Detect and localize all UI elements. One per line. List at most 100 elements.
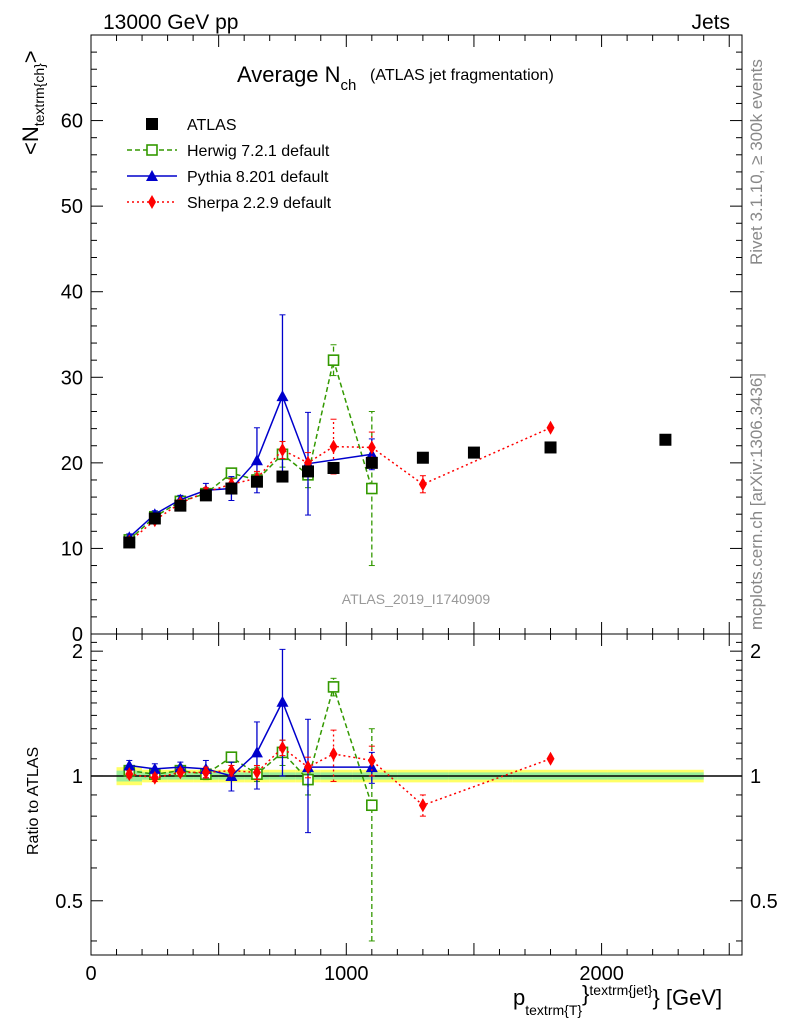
series-line (129, 746, 551, 807)
rivet-label: Rivet 3.1.10, ≥ 300k events (747, 59, 766, 265)
x-tick-label: 0 (85, 963, 96, 985)
data-point (174, 499, 187, 512)
main-y-label-start: <N (18, 126, 43, 155)
header-left: 13000 GeV pp (103, 11, 238, 34)
series-line (128, 427, 551, 543)
legend: ATLAS Herwig 7.2.1 default Pythia 8.201 de… (127, 117, 332, 212)
data-point (199, 489, 212, 502)
data-point (304, 760, 312, 775)
legend-marker (148, 195, 156, 209)
series-line (129, 699, 372, 777)
legend-entry-atlas: ATLAS (146, 117, 237, 134)
data-point (365, 456, 378, 469)
data-point (276, 470, 289, 483)
legend-marker (146, 170, 158, 181)
main-title: Average Nch (237, 62, 356, 94)
data-point (123, 759, 136, 771)
mcplots-label: mcplots.cern.ch [arXiv:1306.3436] (747, 373, 766, 630)
series-line (128, 357, 373, 541)
main-title-sub: ch (341, 77, 357, 94)
x-tick-label: 2000 (579, 963, 624, 985)
data-point (327, 354, 340, 366)
main-series-sherpa-2-2-9-default (125, 418, 555, 549)
main-y-label: <Ntextrm{ch}> (18, 50, 47, 155)
data-point (201, 765, 210, 780)
data-point (418, 477, 427, 492)
ratio-y-tick-label: 2 (72, 641, 83, 663)
main-series-atlas (123, 433, 672, 549)
legend-label: Pythia 8.201 default (187, 169, 329, 186)
x-label-unit: } [GeV] (652, 985, 722, 1010)
x-label-p: p (513, 985, 525, 1010)
legend-label: ATLAS (187, 117, 237, 134)
data-point (329, 746, 338, 761)
ratio-uncertainty-band (91, 767, 742, 786)
data-point (250, 475, 263, 488)
data-point (467, 446, 480, 459)
ratio-series-herwig-7-2-1-default (123, 677, 378, 942)
ratio-y-tick-label-right: 0.5 (750, 891, 778, 913)
data-point (123, 536, 136, 549)
main-y-tick-label: 0 (72, 624, 83, 646)
main-y-label-sub: textrm{ch} (31, 63, 47, 126)
data-point (327, 461, 340, 474)
ratio-y-label: Ratio to ATLAS (25, 747, 42, 855)
main-title-note: (ATLAS jet fragmentation) (370, 67, 554, 84)
legend-marker (146, 118, 158, 130)
analysis-id: ATLAS_2019_I1740909 (342, 591, 491, 607)
data-point (366, 482, 378, 495)
data-point (250, 746, 263, 758)
main-y-tick-label: 40 (61, 282, 83, 304)
data-point (227, 763, 236, 778)
data-point (276, 390, 289, 402)
x-label-sup: textrm{jet} (589, 982, 652, 998)
axes: 0 10 20 30 40 50 60 0 1000 2000 0.5 0.5 1 1 2 2 (55, 34, 778, 985)
data-point (125, 767, 134, 782)
x-tick-label: 1000 (324, 963, 369, 985)
data-point (148, 762, 161, 774)
data-point (276, 695, 289, 707)
data-point (327, 681, 340, 693)
main-y-tick-label: 20 (61, 453, 83, 475)
legend-entry-herwig-7-2-1-default: Herwig 7.2.1 default (127, 143, 330, 160)
data-point (416, 451, 429, 464)
ratio-plot-frame (90, 633, 743, 956)
ratio-y-tick-label: 0.5 (55, 891, 83, 913)
ratio-series-sherpa-2-2-9-default (125, 729, 555, 817)
data-point (366, 799, 378, 812)
data-point (150, 770, 159, 785)
main-y-tick-label: 50 (61, 196, 83, 218)
x-label-sub: textrm{T} (525, 1002, 582, 1018)
main-y-label-end: > (18, 50, 43, 63)
ratio-y-tick-label-right: 2 (750, 641, 761, 663)
data-point (418, 798, 427, 813)
main-y-tick-label: 60 (61, 111, 83, 133)
series-line (129, 684, 373, 806)
data-point (546, 751, 555, 766)
data-point (252, 765, 261, 780)
legend-label: Herwig 7.2.1 default (187, 143, 330, 160)
data-point (250, 454, 263, 466)
x-label-brace: } (582, 981, 589, 1006)
data-point (329, 439, 338, 454)
ratio-y-tick-label: 1 (72, 766, 83, 788)
data-point (225, 482, 238, 495)
x-axis-label: ptextrm{T}}textrm{jet}} [GeV] (513, 981, 722, 1018)
legend-label: Sherpa 2.2.9 default (187, 195, 332, 212)
main-title-text: Average N (237, 62, 341, 87)
legend-entry-pythia-8-201-default: Pythia 8.201 default (127, 169, 329, 186)
data-point (546, 420, 555, 435)
data-point (176, 765, 185, 780)
data-point (225, 751, 238, 763)
data-point (659, 433, 672, 446)
ratio-series-pythia-8-201-default (123, 648, 378, 834)
legend-marker (146, 144, 158, 156)
main-series-herwig-7-2-1-default (123, 344, 378, 567)
data-point (302, 465, 314, 478)
ratio-y-tick-label-right: 1 (750, 766, 761, 788)
data-point (278, 740, 287, 755)
data-point (544, 441, 557, 454)
data-point (278, 443, 287, 458)
main-y-tick-label: 10 (61, 538, 83, 560)
